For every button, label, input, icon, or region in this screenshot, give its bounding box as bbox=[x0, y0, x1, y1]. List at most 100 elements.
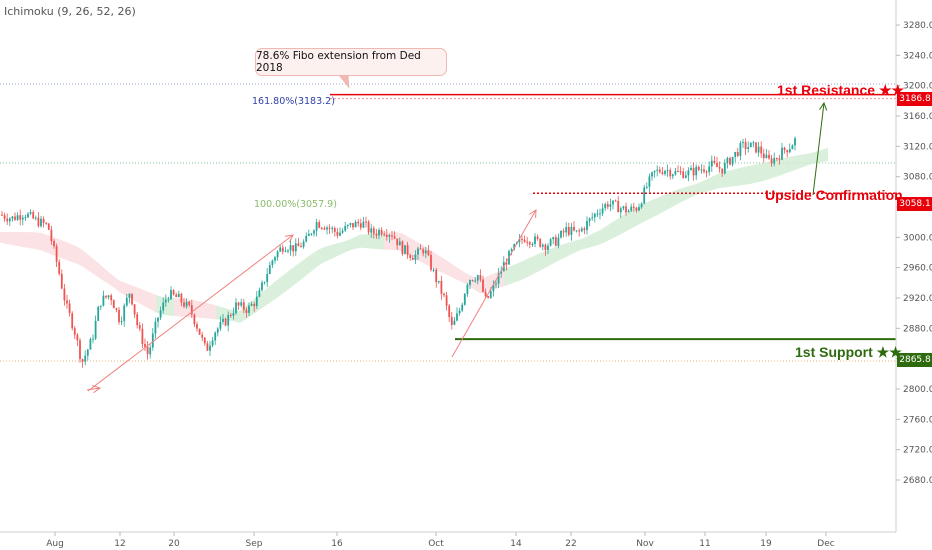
candle-body bbox=[677, 171, 679, 173]
cloud-segment bbox=[6, 231, 12, 245]
candle-body bbox=[333, 228, 336, 232]
candle-body bbox=[84, 355, 87, 362]
x-tick-label: Aug bbox=[46, 539, 64, 549]
candle-body bbox=[596, 213, 599, 215]
cloud-segment bbox=[594, 230, 600, 247]
cloud-segment bbox=[264, 285, 270, 307]
cloud-segment bbox=[66, 241, 72, 263]
cloud-segment bbox=[726, 169, 732, 188]
candle-body bbox=[617, 201, 620, 213]
candle-body bbox=[411, 257, 414, 260]
candle-body bbox=[354, 221, 357, 228]
candle-body bbox=[242, 302, 245, 310]
x-tick-label: 19 bbox=[760, 539, 772, 549]
x-tick-label: 12 bbox=[114, 539, 125, 549]
candle-body bbox=[749, 142, 752, 148]
candle-body bbox=[721, 168, 724, 174]
candle-body bbox=[40, 218, 42, 227]
candle-body bbox=[762, 153, 765, 159]
candle-body bbox=[250, 304, 253, 306]
cloud-segment bbox=[540, 250, 546, 271]
candle-body bbox=[170, 290, 172, 300]
resistance-annotation: 1st Resistance ★★ bbox=[777, 82, 905, 98]
candle-body bbox=[492, 284, 495, 292]
cloud-segment bbox=[0, 231, 6, 244]
y-tick-label: 3160.0 bbox=[903, 112, 932, 122]
candle-body bbox=[71, 313, 74, 329]
cloud-segment bbox=[372, 233, 378, 250]
candle-body bbox=[565, 227, 568, 233]
candle-body bbox=[417, 248, 419, 255]
x-tick-label: 20 bbox=[168, 539, 180, 549]
x-tick-label: Sep bbox=[246, 539, 263, 549]
cloud-segment bbox=[468, 274, 474, 290]
candle-body bbox=[97, 306, 100, 321]
candle-body bbox=[11, 216, 14, 219]
cloud-segment bbox=[750, 164, 756, 184]
candle-body bbox=[209, 345, 211, 351]
trend-arrows bbox=[86, 101, 828, 394]
cloud-segment bbox=[336, 241, 342, 257]
candle-body bbox=[466, 284, 469, 294]
y-tick-label: 3000.0 bbox=[903, 233, 932, 243]
cloud-segment bbox=[222, 307, 228, 321]
candle-body bbox=[786, 150, 789, 153]
cloud-segment bbox=[168, 297, 174, 317]
y-tick-label: 3120.0 bbox=[903, 142, 932, 152]
candle-body bbox=[86, 349, 89, 356]
candle-body bbox=[292, 245, 295, 252]
cloud-segment bbox=[774, 158, 780, 178]
cloud-segment bbox=[756, 163, 762, 183]
cloud-segment bbox=[762, 161, 768, 182]
candle-body bbox=[531, 244, 534, 246]
candle-body bbox=[539, 238, 542, 247]
candle-body bbox=[180, 293, 183, 303]
candle-body bbox=[271, 260, 274, 266]
trend-arrow-aug-base bbox=[86, 387, 101, 391]
candle-body bbox=[497, 273, 500, 284]
candle-body bbox=[583, 228, 586, 231]
support-annotation: 1st Support ★★ bbox=[795, 344, 902, 360]
candle-body bbox=[445, 295, 448, 306]
candle-body bbox=[336, 231, 339, 236]
candle-body bbox=[118, 309, 120, 323]
cloud-segment bbox=[534, 253, 540, 274]
candle-body bbox=[227, 315, 230, 326]
candle-body bbox=[500, 271, 503, 274]
trend-arrow-aug bbox=[87, 234, 294, 392]
candle-body bbox=[352, 223, 354, 228]
candle-body bbox=[66, 300, 68, 304]
cloud-segment bbox=[558, 243, 564, 261]
candle-body bbox=[99, 305, 102, 307]
candle-body bbox=[458, 310, 461, 314]
candle-body bbox=[713, 160, 716, 163]
candle-body bbox=[24, 217, 27, 219]
cloud-segment bbox=[696, 181, 702, 196]
candle-body bbox=[58, 261, 61, 274]
candle-body bbox=[765, 154, 768, 159]
cloud-segment bbox=[78, 246, 84, 268]
candle-body bbox=[593, 213, 596, 218]
candle-body bbox=[658, 169, 661, 173]
candle-body bbox=[211, 340, 214, 346]
candle-body bbox=[53, 241, 55, 247]
cloud-segment bbox=[24, 232, 30, 249]
fibo-callout-text: 78.6% Fibo extension from Ded 2018 bbox=[256, 50, 421, 74]
candle-body bbox=[32, 212, 35, 219]
candle-body bbox=[601, 208, 604, 214]
candle-body bbox=[414, 254, 417, 260]
candle-body bbox=[669, 170, 672, 177]
x-tick-label: Nov bbox=[636, 539, 654, 549]
candle-body bbox=[120, 321, 123, 323]
cloud-segment bbox=[564, 242, 570, 258]
candle-body bbox=[359, 223, 362, 228]
candle-body bbox=[536, 236, 539, 239]
candle-body bbox=[300, 246, 302, 248]
candle-body bbox=[723, 163, 726, 174]
candle-body bbox=[378, 229, 380, 236]
candle-body bbox=[742, 141, 744, 144]
cloud-segment bbox=[210, 303, 216, 320]
y-tick-label: 2880.0 bbox=[903, 324, 932, 334]
candle-body bbox=[781, 147, 783, 160]
candle-body bbox=[513, 244, 516, 250]
